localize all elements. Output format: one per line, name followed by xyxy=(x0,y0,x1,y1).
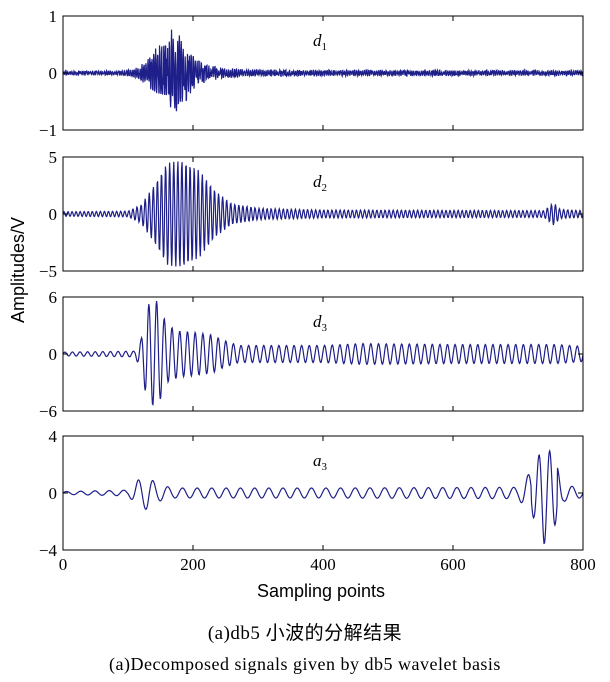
panel-3: −6 0 6 d3 xyxy=(39,288,584,421)
x-tick-label: 800 xyxy=(570,555,596,574)
y-tick-label: 4 xyxy=(49,427,58,446)
panel-2: −5 0 5 d2 xyxy=(39,148,584,281)
x-axis-label: Sampling points xyxy=(257,581,385,601)
signal-line-1 xyxy=(62,29,584,112)
y-tick-label: 1 xyxy=(49,7,58,26)
y-tick-label: 0 xyxy=(49,345,58,364)
y-tick-label: −4 xyxy=(39,541,58,560)
x-tick-label: 600 xyxy=(440,555,466,574)
x-tick-label: 200 xyxy=(180,555,206,574)
x-tick-label: 400 xyxy=(310,555,336,574)
panel-label-1: d1 xyxy=(313,31,327,53)
signal-line-2 xyxy=(62,161,584,267)
x-tick-label: 0 xyxy=(59,555,68,574)
y-tick-label: 0 xyxy=(49,484,58,503)
panel-label-2: d2 xyxy=(313,172,327,194)
caption-chinese: (a)db5 小波的分解结果 xyxy=(207,623,403,644)
y-tick-label: −1 xyxy=(39,121,57,140)
y-tick-label: −6 xyxy=(39,402,57,421)
y-tick-label: 0 xyxy=(49,64,58,83)
y-tick-label: 5 xyxy=(49,148,58,167)
panel-label-4: a3 xyxy=(313,451,328,473)
caption-english: (a)Decomposed signals given by db5 wavel… xyxy=(109,654,501,674)
panel-label-3: d3 xyxy=(313,312,328,334)
panel-1: −1 0 1 d1 xyxy=(39,7,584,140)
y-tick-label: −5 xyxy=(39,262,57,281)
y-tick-label: 0 xyxy=(49,205,58,224)
y-axis-label: Amplitudes/V xyxy=(8,217,28,323)
plot-frame-4 xyxy=(62,435,584,551)
y-tick-label: 6 xyxy=(49,288,58,307)
signal-line-3 xyxy=(62,300,584,406)
signal-line-4 xyxy=(62,448,584,545)
